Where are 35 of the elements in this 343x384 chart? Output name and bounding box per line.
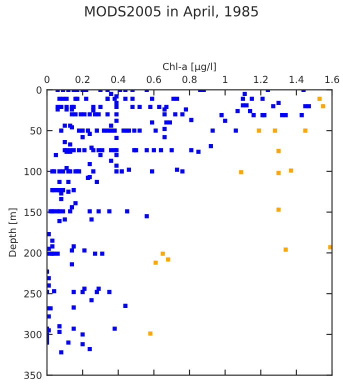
y-tick-label: 250: [24, 290, 42, 298]
y-tick-label: 150: [24, 208, 42, 216]
point: [288, 168, 294, 173]
y-tick-label: 50: [30, 127, 42, 134]
point: [321, 104, 326, 108]
chart-title: MODS2005 in April, 1985: [85, 6, 258, 20]
point: [303, 128, 308, 133]
point: [272, 128, 278, 133]
x-tick-label: 0.6: [146, 76, 161, 84]
point: [160, 252, 165, 256]
point: [276, 208, 281, 212]
y-tick-label: 300: [24, 330, 42, 338]
point: [148, 332, 152, 336]
x-tick-label: 1.4: [290, 76, 304, 83]
point: [276, 148, 281, 154]
y-tick-label: 100: [24, 168, 42, 176]
x-tick-label: 0.2: [76, 76, 90, 84]
y-tick-label: 0: [36, 86, 42, 94]
x-axis-title: Chl-a [µg/l]: [162, 62, 216, 72]
point: [154, 260, 158, 265]
y-tick-label: 200: [24, 249, 42, 257]
x-tick-label: 1.6: [325, 76, 340, 84]
x-tick-label: 1: [223, 76, 228, 83]
point: [317, 96, 322, 101]
point: [239, 170, 244, 174]
point: [166, 257, 170, 262]
y-tick-label: 350: [24, 372, 42, 379]
x-tick-label: 0: [44, 76, 50, 84]
point: [256, 128, 262, 133]
x-tick-label: 0.8: [182, 76, 197, 84]
x-tick-label: 1.2: [254, 76, 268, 83]
point: [276, 170, 281, 176]
y-axis-title: Depth [m]: [8, 208, 18, 256]
x-tick-label: 0.4: [111, 76, 126, 84]
point: [284, 248, 288, 252]
